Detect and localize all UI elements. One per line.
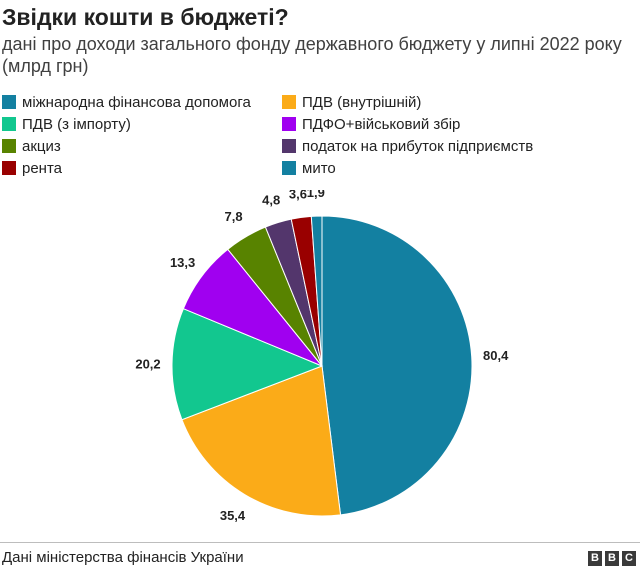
legend-item: мито bbox=[282, 158, 336, 178]
legend-swatch bbox=[2, 139, 16, 153]
pie-chart: 80,4 35,4 20,2 13,3 7,8 4,8 3,6 1,9 bbox=[135, 190, 509, 523]
legend-swatch bbox=[282, 117, 296, 131]
bbc-logo: B B C bbox=[588, 551, 636, 566]
chart-title: Звідки кошти в бюджеті? bbox=[2, 4, 289, 30]
legend-swatch bbox=[282, 161, 296, 175]
legend-label: мито bbox=[302, 159, 336, 177]
slice-value-label: 20,2 bbox=[135, 357, 160, 372]
legend-swatch bbox=[2, 95, 16, 109]
legend-label: акциз bbox=[22, 137, 61, 155]
legend-label: ПДФО+військовий збір bbox=[302, 115, 461, 133]
slice-value-label: 13,3 bbox=[170, 255, 195, 270]
bbc-logo-letter: B bbox=[605, 551, 619, 566]
bbc-logo-letter: C bbox=[622, 551, 636, 566]
legend-item: акциз bbox=[2, 136, 61, 156]
legend-label: міжнародна фінансова допомога bbox=[22, 93, 251, 111]
legend-swatch bbox=[282, 95, 296, 109]
legend-swatch bbox=[282, 139, 296, 153]
slice-value-label: 1,9 bbox=[307, 190, 325, 200]
legend-label: рента bbox=[22, 159, 63, 177]
slice-value-label: 3,6 bbox=[289, 190, 307, 202]
pie-slice bbox=[321, 215, 473, 516]
slice-value-label: 7,8 bbox=[225, 209, 243, 224]
chart-subtitle: дані про доходи загального фонду державн… bbox=[2, 34, 622, 76]
pie-slice bbox=[181, 365, 342, 517]
slice-value-label: 35,4 bbox=[220, 508, 246, 523]
pie-slice bbox=[310, 215, 323, 367]
source-note: Дані міністерства фінансів України bbox=[2, 549, 244, 566]
bbc-logo-letter: B bbox=[588, 551, 602, 566]
legend-item: рента bbox=[2, 158, 62, 178]
legend-item: ПДВ (внутрішній) bbox=[282, 92, 421, 112]
legend-item: ПДФО+військовий збір bbox=[282, 114, 460, 134]
legend-swatch bbox=[2, 161, 16, 175]
slice-value-label: 80,4 bbox=[483, 348, 509, 363]
legend-item: податок на прибуток підприємств bbox=[282, 136, 533, 156]
legend-item: ПДВ (з імпорту) bbox=[2, 114, 131, 134]
legend-swatch bbox=[2, 117, 16, 131]
legend-label: податок на прибуток підприємств bbox=[302, 137, 534, 155]
slice-value-label: 4,8 bbox=[262, 193, 280, 208]
footer-divider bbox=[0, 542, 640, 543]
pie-slice bbox=[171, 308, 324, 421]
legend-item: міжнародна фінансова допомога bbox=[2, 92, 251, 112]
legend-label: ПДВ (внутрішній) bbox=[302, 93, 422, 111]
legend-label: ПДВ (з імпорту) bbox=[22, 115, 131, 133]
